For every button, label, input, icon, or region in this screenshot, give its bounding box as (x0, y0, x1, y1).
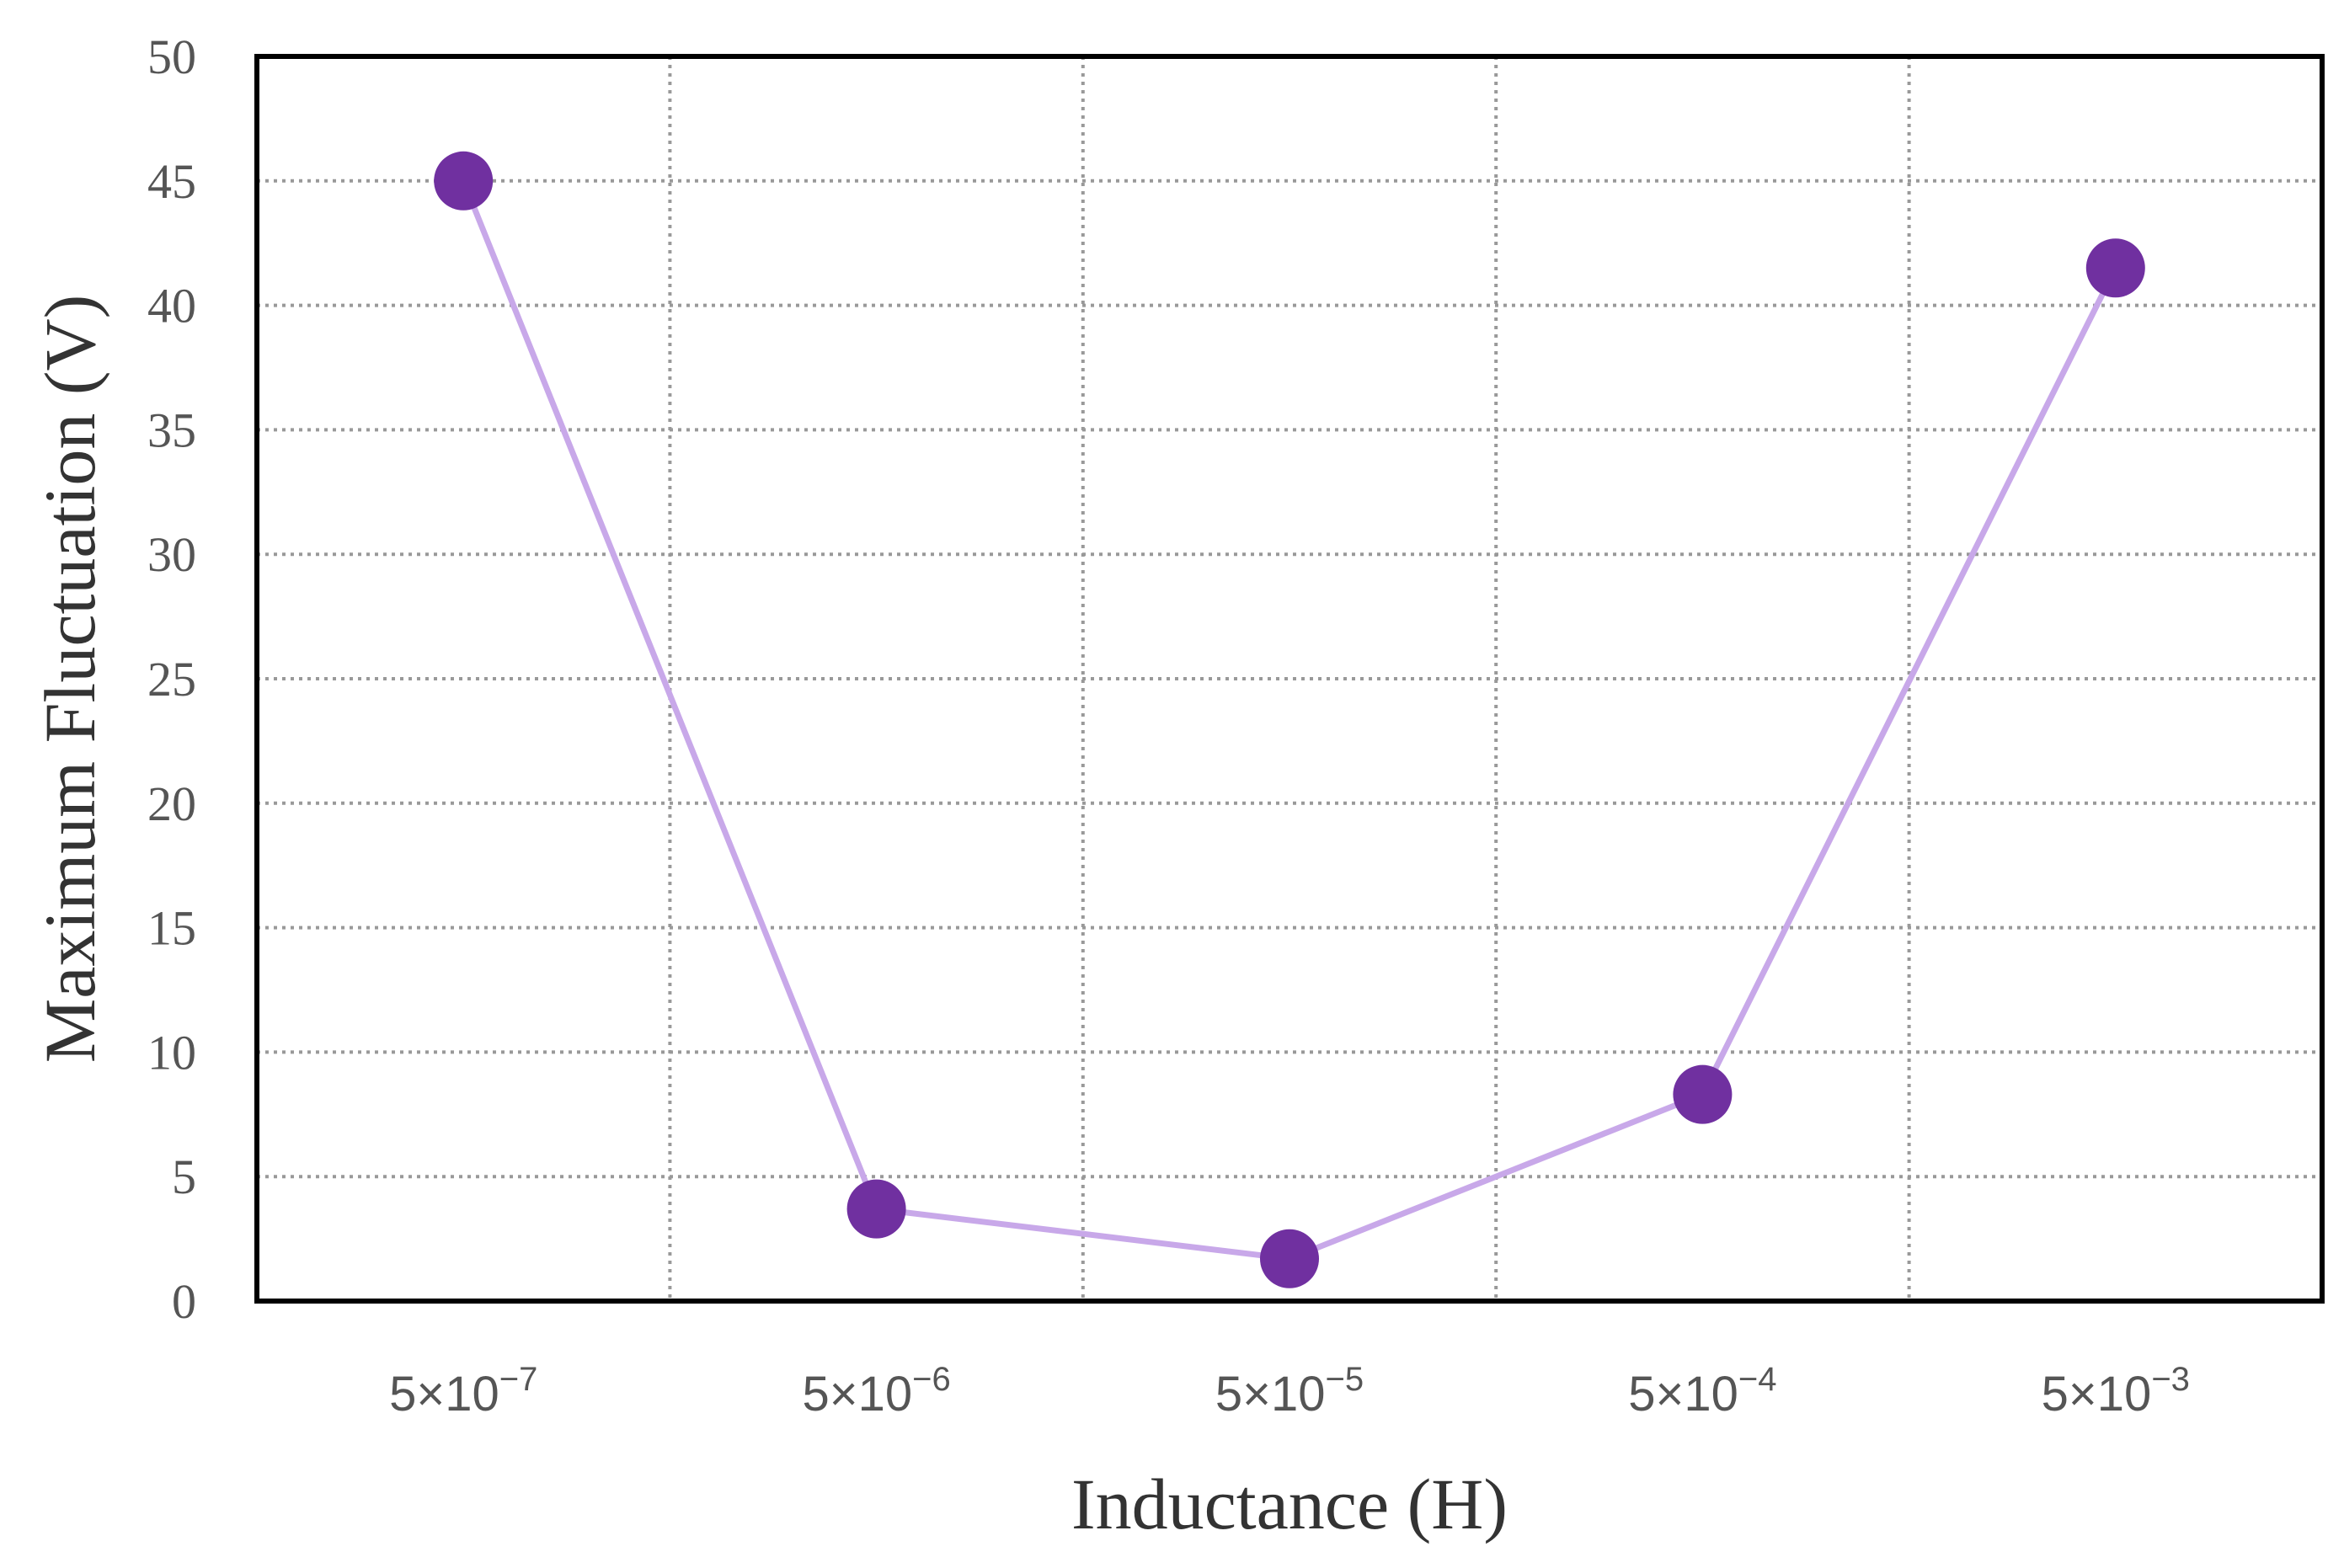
y-tick-label: 40 (147, 279, 196, 333)
y-tick-label: 10 (147, 1025, 196, 1080)
data-point (846, 1179, 906, 1239)
data-point (1673, 1064, 1733, 1124)
x-tick-label: 5×10−3 (2042, 1361, 2190, 1421)
y-tick-label: 30 (147, 527, 196, 582)
data-point (1260, 1229, 1319, 1288)
data-point (434, 151, 494, 211)
series-line-layer (460, 179, 2118, 1262)
marker-layer (434, 151, 2145, 1288)
x-axis-title: Inductance (H) (1071, 1464, 1508, 1544)
y-tick-label: 45 (147, 154, 196, 209)
x-tick-label: 5×10−6 (802, 1361, 950, 1421)
y-tick-labels: 0 5 10 15 20 25 30 35 40 45 50 (147, 29, 196, 1329)
y-axis-title: Maximum Fluctuation (V) (29, 295, 110, 1063)
x-tick-label: 5×10−5 (1215, 1361, 1364, 1421)
plot-frame (254, 54, 2325, 1304)
y-tick-label: 5 (172, 1149, 196, 1204)
y-tick-label: 0 (172, 1274, 196, 1329)
y-tick-label: 15 (147, 901, 196, 956)
y-tick-label: 20 (147, 776, 196, 831)
y-tick-label: 35 (147, 403, 196, 457)
y-tick-label: 25 (147, 652, 196, 707)
x-tick-label: 5×10−7 (389, 1361, 537, 1421)
x-tick-label: 5×10−4 (1628, 1361, 1776, 1421)
y-tick-label: 50 (147, 29, 196, 84)
grid (257, 56, 2322, 1301)
x-tick-labels: 5×10−7 5×10−6 5×10−5 5×10−4 5×10−3 (389, 1361, 2190, 1421)
series-line (460, 179, 2118, 1262)
data-point (2085, 238, 2145, 298)
